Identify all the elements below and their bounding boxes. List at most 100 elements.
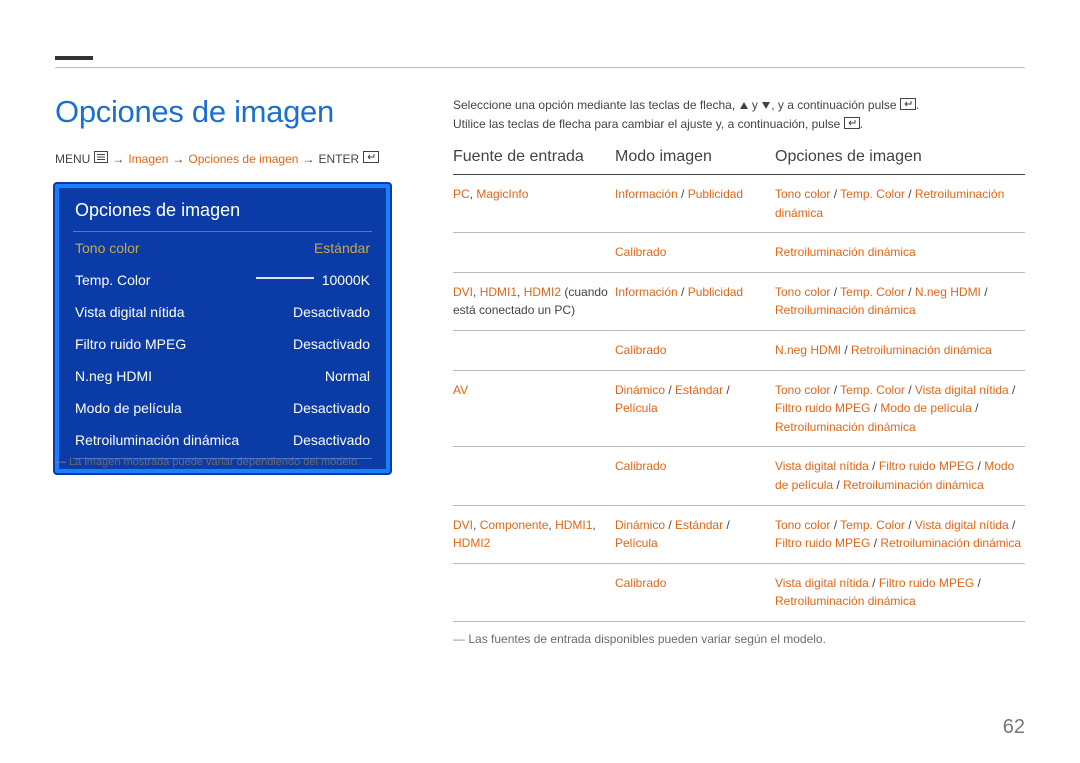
text-segment: HDMI2 (524, 285, 561, 299)
cell-source (453, 243, 615, 262)
osd-menu-row[interactable]: Modo de película Desactivado (59, 392, 386, 424)
cell-options: Tono color / Temp. Color / N.neg HDMI / … (775, 283, 1025, 320)
osd-row-label: Retroiluminación dinámica (75, 432, 239, 448)
text-segment: / (905, 518, 915, 532)
text-segment: / (678, 187, 688, 201)
table-footnote: Las fuentes de entrada disponibles puede… (453, 622, 1025, 646)
text-segment: / (830, 285, 840, 299)
text-segment: Temp. Color (840, 187, 905, 201)
text-segment: Temp. Color (840, 285, 905, 299)
text-segment: Filtro ruido MPEG (879, 576, 974, 590)
th-options: Opciones de imagen (775, 148, 1025, 166)
text-segment: / (830, 383, 840, 397)
table-row: Calibrado Vista digital nítida / Filtro r… (453, 447, 1025, 505)
osd-menu-row[interactable]: Tono colorEstándar (59, 232, 386, 264)
osd-row-label: Modo de película (75, 400, 182, 416)
text-segment: Retroiluminación dinámica (775, 303, 916, 317)
text-segment: / (974, 459, 984, 473)
breadcrumb-menu-label: MENU (55, 152, 90, 166)
table-row: CalibradoVista digital nítida / Filtro r… (453, 564, 1025, 622)
text-segment: MagicInfo (476, 187, 528, 201)
text-segment: Tono color (775, 285, 830, 299)
text-segment: Estándar (675, 518, 723, 532)
text-segment: N.neg HDMI (775, 343, 841, 357)
text-segment: Calibrado (615, 459, 666, 473)
cell-mode: Calibrado (615, 574, 775, 611)
breadcrumb-arrow-3: → (302, 152, 314, 166)
osd-row-value: Estándar (314, 240, 370, 256)
text-segment: / (1009, 383, 1016, 397)
text-segment: / (833, 478, 843, 492)
text-segment: / (678, 285, 688, 299)
osd-row-label: N.neg HDMI (75, 368, 152, 384)
table-row: CalibradoN.neg HDMI / Retroiluminación d… (453, 331, 1025, 371)
enter-icon (363, 151, 379, 166)
text-segment: Vista digital nítida (775, 459, 869, 473)
cell-source: DVI, Componente, HDMI1, HDMI2 (453, 516, 615, 553)
text-segment: / (905, 187, 915, 201)
text-segment: / (830, 187, 840, 201)
osd-row-value: Desactivado (293, 400, 370, 416)
cell-mode: Calibrado (615, 243, 775, 262)
text-segment: / (905, 285, 915, 299)
text-segment: Película (615, 401, 658, 415)
footnote: La imagen mostrada puede variar dependie… (55, 456, 360, 468)
osd-row-value: Desactivado (293, 304, 370, 320)
cell-mode: Información / Publicidad (615, 283, 775, 320)
cell-mode: Información / Publicidad (615, 185, 775, 222)
header-rule (55, 67, 1025, 68)
osd-menu-row[interactable]: Retroiluminación dinámica Desactivado (59, 424, 386, 456)
text-segment: Tono color (775, 187, 830, 201)
intro-line1-c: , y a continuación pulse (771, 98, 900, 112)
intro-line2-a: Utilice las teclas de flecha para cambia… (453, 117, 844, 131)
cell-source (453, 574, 615, 611)
breadcrumb-step-2: Opciones de imagen (188, 152, 298, 166)
table-row: DVI, HDMI1, HDMI2 (cuando está conectado… (453, 273, 1025, 331)
enter-icon-inline-2 (844, 116, 860, 135)
text-segment: Dinámico (615, 383, 665, 397)
osd-row-label: Vista digital nítida (75, 304, 184, 320)
table-row: PC, MagicInfoInformación / PublicidadTon… (453, 175, 1025, 233)
cell-source (453, 457, 615, 494)
text-segment: Calibrado (615, 576, 666, 590)
text-segment: Película (615, 536, 658, 550)
cell-options: Retroiluminación dinámica (775, 243, 1025, 262)
osd-menu-row[interactable]: N.neg HDMINormal (59, 360, 386, 392)
text-segment: Estándar (675, 383, 723, 397)
cell-options: Tono color / Temp. Color / Retroiluminac… (775, 185, 1025, 222)
osd-menu-row[interactable]: Temp. Color10000K (59, 264, 386, 296)
text-segment: Información (615, 285, 678, 299)
text-segment: HDMI1 (480, 285, 517, 299)
text-segment: Modo de película (880, 401, 971, 415)
text-segment: Filtro ruido MPEG (775, 401, 870, 415)
cell-source: DVI, HDMI1, HDMI2 (cuando está conectado… (453, 283, 615, 320)
table-row: AVDinámico / Estándar / PelículaTono col… (453, 371, 1025, 448)
text-segment: Temp. Color (840, 383, 905, 397)
text-segment: / (1009, 518, 1016, 532)
page-number: 62 (1003, 716, 1025, 739)
osd-menu-title: Opciones de imagen (59, 188, 386, 231)
text-segment: Filtro ruido MPEG (775, 536, 870, 550)
text-segment: PC (453, 187, 470, 201)
text-segment: Retroiluminación dinámica (775, 245, 916, 259)
osd-row-value: 10000K (256, 272, 370, 288)
text-segment: / (723, 518, 730, 532)
th-source: Fuente de entrada (453, 148, 615, 166)
text-segment: , (473, 285, 480, 299)
text-segment: Dinámico (615, 518, 665, 532)
text-segment: Información (615, 187, 678, 201)
text-segment: Calibrado (615, 343, 666, 357)
text-segment: / (972, 401, 979, 415)
cell-options: Tono color / Temp. Color / Vista digital… (775, 516, 1025, 553)
cell-options: Vista digital nítida / Filtro ruido MPEG… (775, 457, 1025, 494)
osd-menu-row[interactable]: Vista digital nítida Desactivado (59, 296, 386, 328)
breadcrumb-arrow-1: → (112, 152, 124, 166)
text-segment: Tono color (775, 518, 830, 532)
osd-row-value: Desactivado (293, 432, 370, 448)
intro-line1-d: . (916, 98, 919, 112)
osd-menu-row[interactable]: Filtro ruido MPEGDesactivado (59, 328, 386, 360)
text-segment: Vista digital nítida (915, 518, 1009, 532)
text-segment: / (870, 536, 880, 550)
down-arrow-icon (761, 97, 771, 116)
text-segment: / (870, 401, 880, 415)
